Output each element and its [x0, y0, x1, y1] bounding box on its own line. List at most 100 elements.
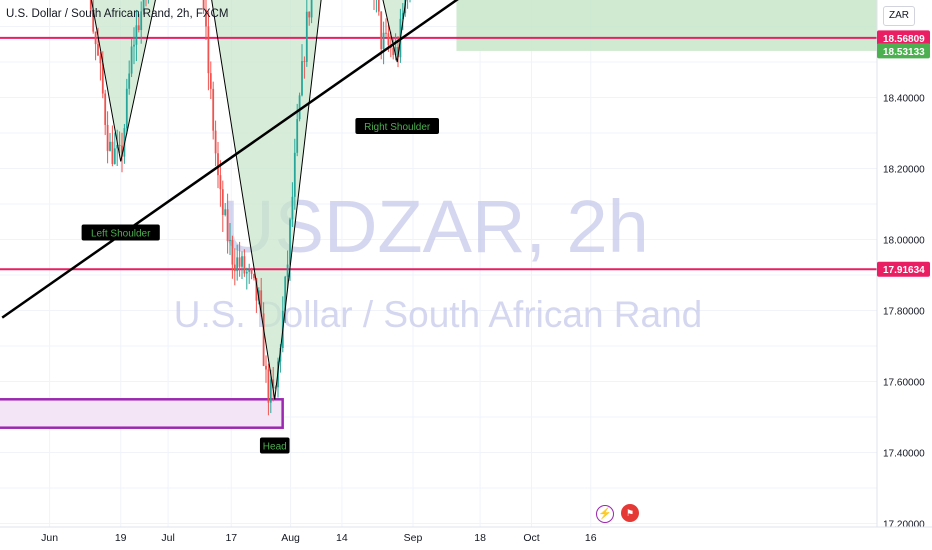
time-tick-label: 19: [115, 532, 127, 544]
candle-body: [101, 63, 104, 94]
time-tick-label: Aug: [281, 532, 300, 544]
time-tick-label: Jun: [41, 532, 58, 544]
candle-body: [226, 209, 229, 242]
candle-body: [238, 257, 241, 267]
price-axis: 20.0000019.8000019.6000018.8000018.40000…: [876, 0, 932, 550]
candle-body: [209, 73, 212, 89]
candle-body: [128, 73, 131, 89]
candle-body: [219, 175, 222, 190]
candle-body: [394, 47, 397, 56]
candle-body: [255, 278, 258, 301]
candle-body: [253, 273, 255, 279]
watermark: USDZAR, 2hU.S. Dollar / South African Ra…: [174, 185, 703, 335]
level-tag-2: 17.91634: [883, 265, 925, 276]
candle-body: [229, 239, 231, 242]
candle-body: [291, 196, 294, 220]
price-tick-label: 18.00000: [883, 236, 925, 247]
candle-body: [241, 256, 243, 267]
candle-body: [387, 33, 390, 46]
candle-body: [245, 271, 248, 274]
candle-body: [250, 269, 253, 274]
candle-body: [116, 145, 119, 149]
price-tick-label: 18.40000: [883, 94, 925, 105]
currency-button[interactable]: ZAR: [883, 6, 915, 26]
price-tick-label: 17.80000: [883, 307, 925, 318]
candle-body: [301, 61, 303, 96]
candle-body: [99, 55, 102, 64]
time-tick-label: 14: [336, 532, 348, 544]
time-tick-label: 17: [225, 532, 237, 544]
candle-body: [97, 44, 99, 56]
price-tick-label: 18.20000: [883, 165, 925, 176]
candle-body: [92, 9, 95, 32]
pattern-label-bg: [81, 224, 160, 241]
candle-body: [94, 31, 97, 45]
candle-body: [140, 11, 143, 31]
candle-body: [380, 11, 383, 50]
pattern-label: Right Shoulder: [364, 122, 431, 133]
candle-body: [293, 152, 296, 197]
pattern-zigzag: [90, 0, 407, 400]
candle-body: [269, 379, 272, 403]
candle-body: [118, 145, 121, 147]
candle-body: [392, 47, 395, 56]
candle-body: [401, 13, 404, 19]
candle-body: [236, 257, 239, 272]
candle-body: [308, 11, 311, 18]
candle-body: [397, 47, 399, 58]
candle-body: [135, 25, 138, 45]
target-price-tag-bg: [877, 43, 930, 59]
pattern-label-bg: [259, 437, 290, 454]
time-axis: Jun 19 Jul 17 Aug 14 Sep 18 Oct 16: [0, 526, 932, 550]
price-tick-label: 17.20000: [883, 520, 925, 531]
time-axis-bg: [0, 527, 932, 550]
candle-body: [272, 379, 275, 389]
candle-body: [305, 11, 308, 62]
candle-body: [243, 256, 246, 274]
level-tag-1: 18.56809: [883, 34, 925, 45]
lightning-icon[interactable]: ⚡: [596, 505, 614, 523]
candle-body: [133, 44, 135, 47]
candle-body: [125, 88, 128, 129]
candle-body: [289, 219, 291, 265]
grid: [0, 0, 877, 527]
watermark-name: U.S. Dollar / South African Rand: [174, 294, 703, 335]
candle-body: [231, 239, 234, 265]
candle-body: [377, 0, 380, 12]
candle-body: [214, 130, 217, 154]
candle-body: [137, 25, 140, 31]
candle-body: [130, 46, 133, 74]
candle-body: [104, 93, 107, 125]
candle-body: [286, 264, 289, 277]
candle-body: [221, 189, 224, 215]
candles: [89, 0, 411, 416]
time-tick-label: Sep: [404, 532, 423, 544]
us-flag-icon[interactable]: ⚑: [621, 504, 639, 522]
candle-body: [265, 365, 267, 370]
candle-body: [385, 32, 387, 34]
symbol-title: U.S. Dollar / South African Rand, 2h, FX…: [6, 8, 229, 20]
candle-body: [248, 269, 251, 272]
time-tick-label: Jul: [161, 532, 174, 544]
price-tick-label: 17.40000: [883, 449, 925, 460]
pattern-label: Left Shoulder: [91, 228, 151, 239]
trendline-neckline: [1, 0, 459, 319]
candle-body: [111, 141, 114, 164]
candle-body: [224, 209, 227, 215]
time-tick-label: Oct: [523, 532, 539, 544]
target-price-tag: 18.53133: [883, 47, 925, 58]
candle-body: [212, 88, 215, 131]
candle-body: [205, 9, 207, 27]
candle-body: [260, 290, 263, 314]
candle-body: [298, 95, 301, 120]
candle-body: [89, 0, 92, 10]
take-profit-zone: [456, 0, 877, 51]
candle-body: [202, 0, 205, 10]
pattern-label: Head: [263, 441, 287, 452]
time-tick-label: 18: [474, 532, 486, 544]
pattern-fill: [91, 0, 406, 400]
candle-body: [303, 61, 306, 63]
candle-body: [217, 153, 219, 176]
